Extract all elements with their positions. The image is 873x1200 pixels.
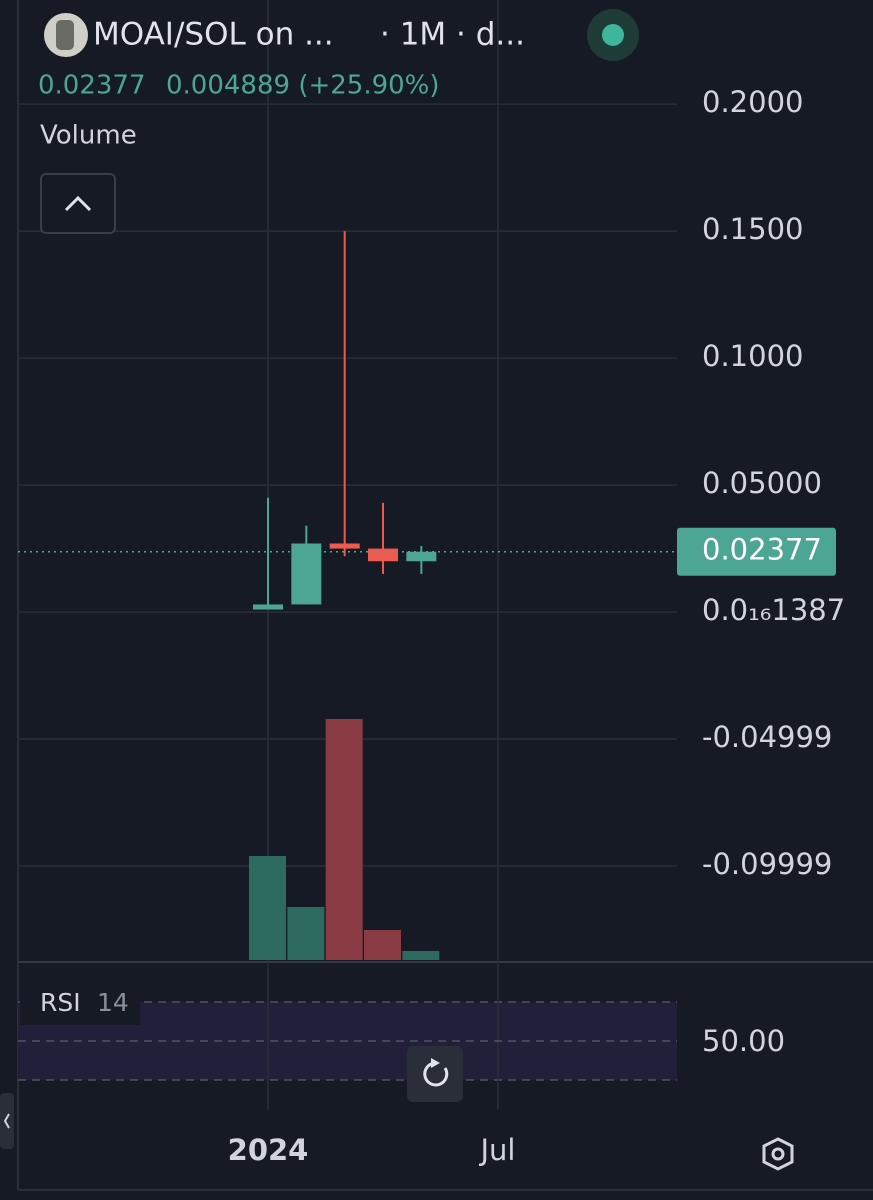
volume-bar: [364, 930, 401, 960]
candle-body: [329, 543, 360, 549]
last-price: 0.02377: [38, 71, 146, 101]
y-tick-label: -0.04999: [702, 720, 832, 754]
side-chevron: [3, 1113, 10, 1129]
collapse-button[interactable]: [40, 173, 116, 234]
volume-bar: [402, 951, 440, 960]
candle-body: [291, 543, 322, 605]
y-tick-label: 0.1000: [702, 339, 803, 373]
volume-label: Volume: [40, 121, 137, 151]
rsi-tick-label: 50.00: [702, 1024, 785, 1058]
token-icon-face: [56, 20, 74, 50]
x-tick-label: Jul: [479, 1133, 516, 1167]
rsi-name: RSI: [40, 988, 81, 1017]
y-tick-label: -0.09999: [702, 847, 832, 881]
x-tick-label: 2024: [228, 1133, 309, 1167]
status-dot: [602, 24, 624, 46]
volume-bar: [249, 856, 286, 960]
last-price-label: 0.02377: [702, 533, 822, 567]
rsi-length: 14: [97, 988, 129, 1017]
y-tick-label: 0.05000: [702, 466, 822, 500]
y-tick-label: 0.0₁₆1387: [702, 593, 845, 627]
symbol: MOAI/SOL on ...: [93, 17, 334, 53]
y-tick-label: 0.1500: [702, 212, 803, 246]
chevron-up: [64, 195, 92, 212]
candle-body: [406, 551, 437, 562]
interval: · 1M · d...: [380, 17, 525, 53]
reset-button[interactable]: [407, 1046, 463, 1102]
side-toggle[interactable]: [0, 1093, 14, 1149]
price-change: 0.004889 (+25.90%): [166, 71, 440, 101]
y-tick-label: 0.2000: [702, 85, 803, 119]
candle-body: [253, 604, 283, 610]
rsi-legend-bg: [20, 985, 140, 1025]
settings-center: [771, 1147, 785, 1161]
reset-icon: [423, 1061, 449, 1087]
candle-body: [368, 548, 398, 562]
volume-bar: [325, 719, 363, 960]
last-price-tag: [677, 527, 836, 576]
volume-bar: [287, 907, 325, 960]
settings-icon[interactable]: [762, 1137, 794, 1171]
reset-arrow: [431, 1058, 440, 1068]
